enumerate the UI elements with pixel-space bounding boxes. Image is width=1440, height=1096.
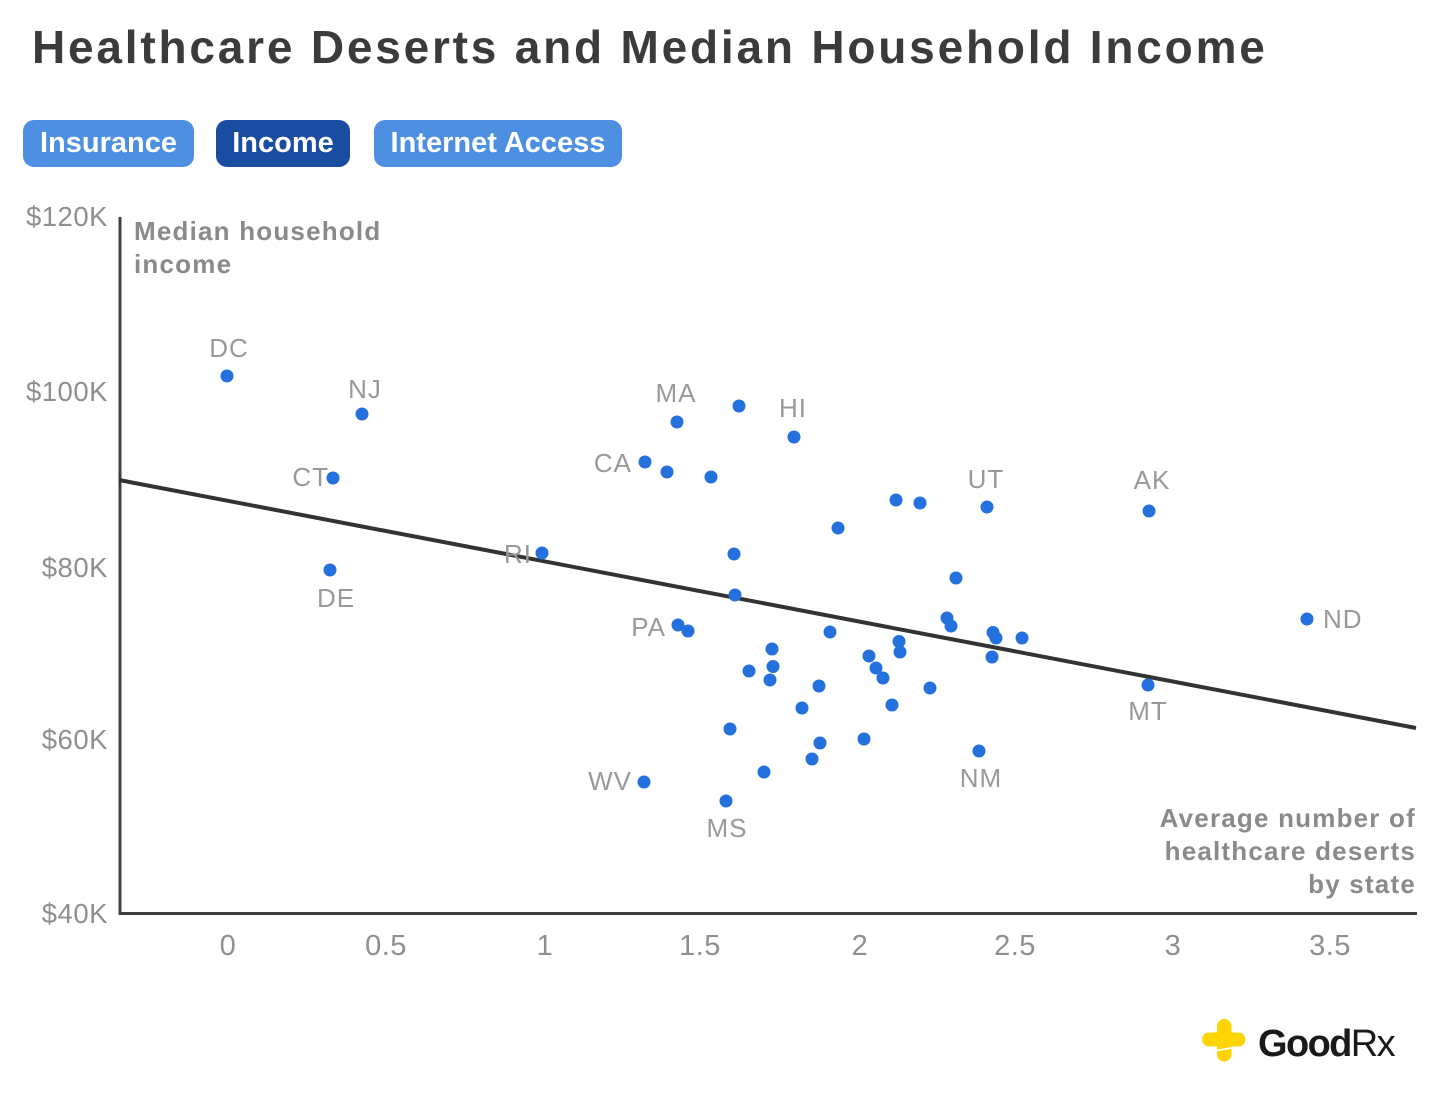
svg-text:Average number of: Average number of xyxy=(1160,803,1416,833)
svg-text:Median household: Median household xyxy=(134,216,381,246)
svg-text:RI: RI xyxy=(504,539,532,569)
svg-text:1: 1 xyxy=(537,930,554,962)
svg-text:DE: DE xyxy=(317,583,355,613)
svg-text:$120K: $120K xyxy=(26,201,108,232)
svg-text:by state: by state xyxy=(1308,869,1416,899)
svg-text:2: 2 xyxy=(852,930,869,962)
svg-text:0.5: 0.5 xyxy=(365,930,407,962)
svg-text:NJ: NJ xyxy=(348,374,382,404)
svg-text:MT: MT xyxy=(1128,696,1168,726)
svg-text:HI: HI xyxy=(779,393,807,423)
svg-text:MS: MS xyxy=(707,813,748,843)
svg-text:NM: NM xyxy=(960,763,1002,793)
svg-text:income: income xyxy=(134,249,232,279)
svg-text:$40K: $40K xyxy=(42,898,108,929)
svg-text:$60K: $60K xyxy=(42,724,108,755)
svg-text:3.5: 3.5 xyxy=(1309,930,1351,962)
svg-text:0: 0 xyxy=(220,930,237,962)
svg-text:MA: MA xyxy=(656,378,697,408)
svg-text:ND: ND xyxy=(1323,604,1363,634)
svg-text:GoodRx: GoodRx xyxy=(1258,1023,1396,1065)
svg-text:PA: PA xyxy=(631,612,666,642)
svg-text:$100K: $100K xyxy=(26,376,108,407)
svg-text:WV: WV xyxy=(588,766,632,796)
svg-text:AK: AK xyxy=(1134,465,1171,495)
svg-text:DC: DC xyxy=(209,333,249,363)
svg-text:3: 3 xyxy=(1165,930,1182,962)
svg-text:CT: CT xyxy=(292,462,329,492)
svg-text:1.5: 1.5 xyxy=(679,930,721,962)
svg-text:healthcare deserts: healthcare deserts xyxy=(1165,836,1416,866)
svg-text:$80K: $80K xyxy=(42,552,108,583)
svg-text:CA: CA xyxy=(594,448,632,478)
svg-text:2.5: 2.5 xyxy=(994,930,1036,962)
svg-text:UT: UT xyxy=(968,464,1005,494)
